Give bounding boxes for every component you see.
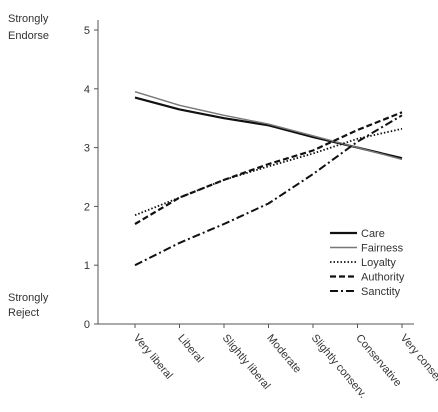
series-line-loyalty [134,127,403,217]
x-tick-label: Liberal [175,332,205,365]
y-anchor-top-line-1: Strongly [8,13,49,25]
x-ticks: Very liberal Liberal Slightly liberalModer… [131,324,438,401]
y-tick-label: 1 [84,260,90,272]
legend-label-sanctity: Sanctity [361,286,401,298]
legend-label-fairness: Fairness [361,243,404,255]
x-tick-label: Very conserv. [398,332,438,390]
y-anchor-bottom-line-1: Strongly [8,292,49,304]
y-anchor-top-line-2: Endorse [8,30,49,42]
y-tick-label: 2 [84,201,90,213]
y-anchor-bottom: Strongly Reject [8,292,49,319]
y-ticks: 0 1 2 3 4 5 [84,25,98,331]
y-anchor-top: Strongly Endorse [8,13,49,42]
y-tick-label: 0 [84,319,90,331]
x-tick-label: Moderate [264,332,303,375]
legend-label-care: Care [361,228,385,240]
y-anchor-bottom-line-2: Reject [8,307,39,319]
series-lines [134,91,403,267]
x-tick-label: Conservative [353,332,403,389]
series-line-authority [134,111,403,225]
y-tick-label: 5 [84,25,90,37]
legend-label-authority: Authority [361,272,405,284]
series-line-sanctity [134,114,403,267]
x-tick-label: Very liberal [131,332,175,381]
x-tick-label: Slightly liberal [220,332,273,392]
series-line-fairness [134,91,403,161]
legend: Care Fairness Loyalty Authority Sanctity [330,228,405,298]
y-tick-label: 4 [84,84,90,96]
legend-label-loyalty: Loyalty [361,257,396,269]
y-tick-label: 3 [84,143,90,155]
